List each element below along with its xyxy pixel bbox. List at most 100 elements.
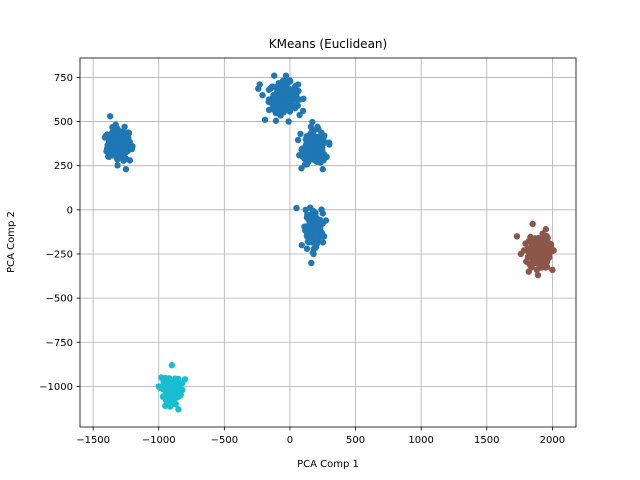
data-point: [168, 362, 176, 369]
data-point: [309, 118, 316, 126]
data-point: [173, 387, 180, 394]
data-point: [103, 148, 110, 155]
data-point: [302, 136, 310, 143]
data-point: [319, 147, 326, 154]
data-point: [310, 250, 317, 258]
data-point: [116, 140, 123, 147]
data-point: [550, 247, 557, 254]
x-tick-label: 500: [346, 435, 365, 446]
y-axis-label: PCA Comp 2: [6, 211, 17, 273]
data-point: [119, 151, 126, 159]
data-point: [303, 161, 311, 168]
data-point: [538, 255, 546, 263]
cluster-0: [101, 113, 136, 173]
data-point: [319, 239, 327, 246]
data-point: [307, 123, 315, 131]
data-point: [105, 153, 113, 161]
data-point: [319, 134, 326, 141]
cluster-1: [255, 72, 307, 125]
data-point: [177, 392, 184, 399]
y-tick-label: 500: [54, 117, 73, 128]
data-point: [537, 248, 544, 256]
data-point: [301, 155, 308, 162]
data-point: [169, 378, 176, 385]
data-point: [129, 143, 136, 150]
scatter-points: [101, 72, 557, 413]
data-point: [314, 123, 321, 131]
cluster-4: [513, 220, 557, 279]
data-point: [112, 125, 119, 132]
data-point: [256, 81, 263, 88]
data-point: [293, 91, 300, 99]
data-point: [122, 166, 130, 173]
chart-title: KMeans (Euclidean): [269, 37, 387, 51]
data-point: [300, 95, 307, 102]
data-point: [308, 259, 315, 267]
x-tick-label: 2000: [540, 435, 565, 446]
data-point: [155, 383, 162, 390]
data-point: [323, 153, 330, 161]
data-point: [525, 238, 532, 245]
data-point: [168, 392, 176, 399]
data-point: [277, 112, 284, 119]
data-point: [282, 72, 290, 79]
plot-frame: [79, 57, 577, 428]
data-point: [114, 162, 121, 169]
data-point: [110, 138, 118, 145]
x-tick-label: −1000: [142, 435, 176, 446]
data-point: [311, 225, 318, 232]
data-point: [532, 239, 539, 246]
data-point: [524, 245, 532, 253]
data-point: [532, 246, 539, 254]
data-point: [302, 223, 310, 230]
cluster-2: [294, 118, 333, 173]
data-point: [165, 382, 172, 390]
data-point: [308, 147, 315, 155]
data-point: [298, 241, 305, 249]
x-tick-label: 1000: [408, 435, 433, 446]
data-point: [265, 106, 273, 114]
y-tick-label: −500: [46, 294, 73, 305]
data-point: [273, 94, 281, 101]
data-point: [293, 204, 300, 212]
data-point: [310, 207, 317, 215]
data-point: [320, 140, 327, 147]
data-point: [285, 118, 292, 125]
data-point: [162, 402, 169, 410]
data-point: [306, 217, 314, 225]
data-point: [105, 138, 113, 145]
data-point: [283, 106, 291, 114]
data-point: [534, 271, 542, 279]
y-tick-label: 0: [67, 205, 73, 216]
data-point: [542, 226, 550, 233]
x-tick-label: 1500: [474, 435, 499, 446]
data-point: [312, 144, 320, 151]
data-point: [101, 134, 109, 141]
data-point: [319, 210, 326, 217]
data-point: [296, 111, 303, 119]
data-point: [280, 93, 287, 101]
data-point: [172, 400, 179, 408]
data-point: [291, 83, 299, 90]
data-point: [158, 374, 165, 381]
data-point: [303, 245, 311, 252]
data-point: [115, 146, 122, 153]
x-tick-label: 0: [287, 435, 293, 446]
data-point: [313, 133, 321, 141]
data-point: [302, 206, 309, 214]
data-point: [314, 158, 321, 166]
data-point: [272, 117, 280, 124]
data-point: [517, 250, 525, 258]
data-point: [312, 231, 319, 238]
data-point: [326, 141, 333, 148]
data-point: [525, 268, 532, 275]
x-axis-label: PCA Comp 1: [297, 459, 359, 470]
data-point: [316, 220, 324, 228]
y-tick-label: 750: [54, 73, 73, 84]
axis-ticks: −1500 −1000 −500 0 500 1000 1500 2000 −1000 −750 −…: [39, 73, 565, 446]
data-point: [121, 123, 128, 131]
data-point: [268, 97, 276, 105]
data-point: [307, 139, 314, 146]
data-point: [124, 129, 132, 136]
